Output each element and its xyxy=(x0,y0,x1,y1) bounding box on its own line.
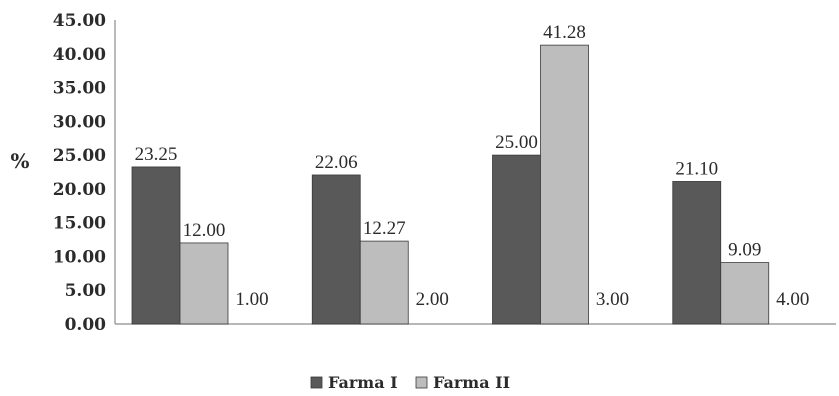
data-label: 23.25 xyxy=(135,144,178,165)
bar-farma-i xyxy=(311,174,361,325)
data-label: 12.27 xyxy=(363,218,406,239)
bar-farma-i xyxy=(492,154,541,325)
legend: Farma I Farma II xyxy=(310,373,510,392)
bar-farma-ii xyxy=(179,242,229,325)
data-labels: 23.25 22.06 25.00 21.10 12.00 12.27 41.28 9.09 1… xyxy=(135,22,810,310)
y-axis-label: % xyxy=(10,149,29,173)
y-tick-label: 45.00 xyxy=(53,11,106,31)
bar-farma-ii xyxy=(720,262,770,325)
bar-farma-ii xyxy=(540,44,589,325)
legend-swatch xyxy=(310,376,323,389)
annotation-label: 2.00 xyxy=(416,289,449,310)
y-tick-label: 35.00 xyxy=(53,79,106,99)
y-tick-label: 10.00 xyxy=(53,247,106,267)
legend-label: Farma I xyxy=(328,373,398,392)
data-label: 41.28 xyxy=(543,22,586,43)
y-tick-label: 20.00 xyxy=(53,180,106,200)
legend-label: Farma II xyxy=(433,373,510,392)
bar-farma-i xyxy=(672,181,722,325)
y-tick-label: 40.00 xyxy=(53,45,106,65)
y-tick-label: 30.00 xyxy=(53,112,106,132)
legend-swatch xyxy=(415,376,428,389)
y-tick-label: 15.00 xyxy=(53,214,106,234)
y-tick-label: 25.00 xyxy=(53,146,106,166)
annotation-label: 1.00 xyxy=(235,289,268,310)
bar-farma-i xyxy=(131,166,181,325)
data-label: 9.09 xyxy=(728,240,761,261)
y-tick-label: 5.00 xyxy=(65,281,107,301)
annotation-label: 4.00 xyxy=(776,289,809,310)
data-label: 12.00 xyxy=(183,220,226,241)
data-label: 22.06 xyxy=(315,152,358,173)
bars xyxy=(131,44,770,325)
annotation-label: 3.00 xyxy=(596,289,629,310)
data-label: 25.00 xyxy=(495,132,538,153)
bar-farma-ii xyxy=(359,240,409,325)
data-label: 21.10 xyxy=(675,158,718,179)
y-axis: 0.00 5.00 10.00 15.00 20.00 25.00 30.00 35.00 40… xyxy=(10,11,836,335)
y-tick-label: 0.00 xyxy=(65,315,107,335)
